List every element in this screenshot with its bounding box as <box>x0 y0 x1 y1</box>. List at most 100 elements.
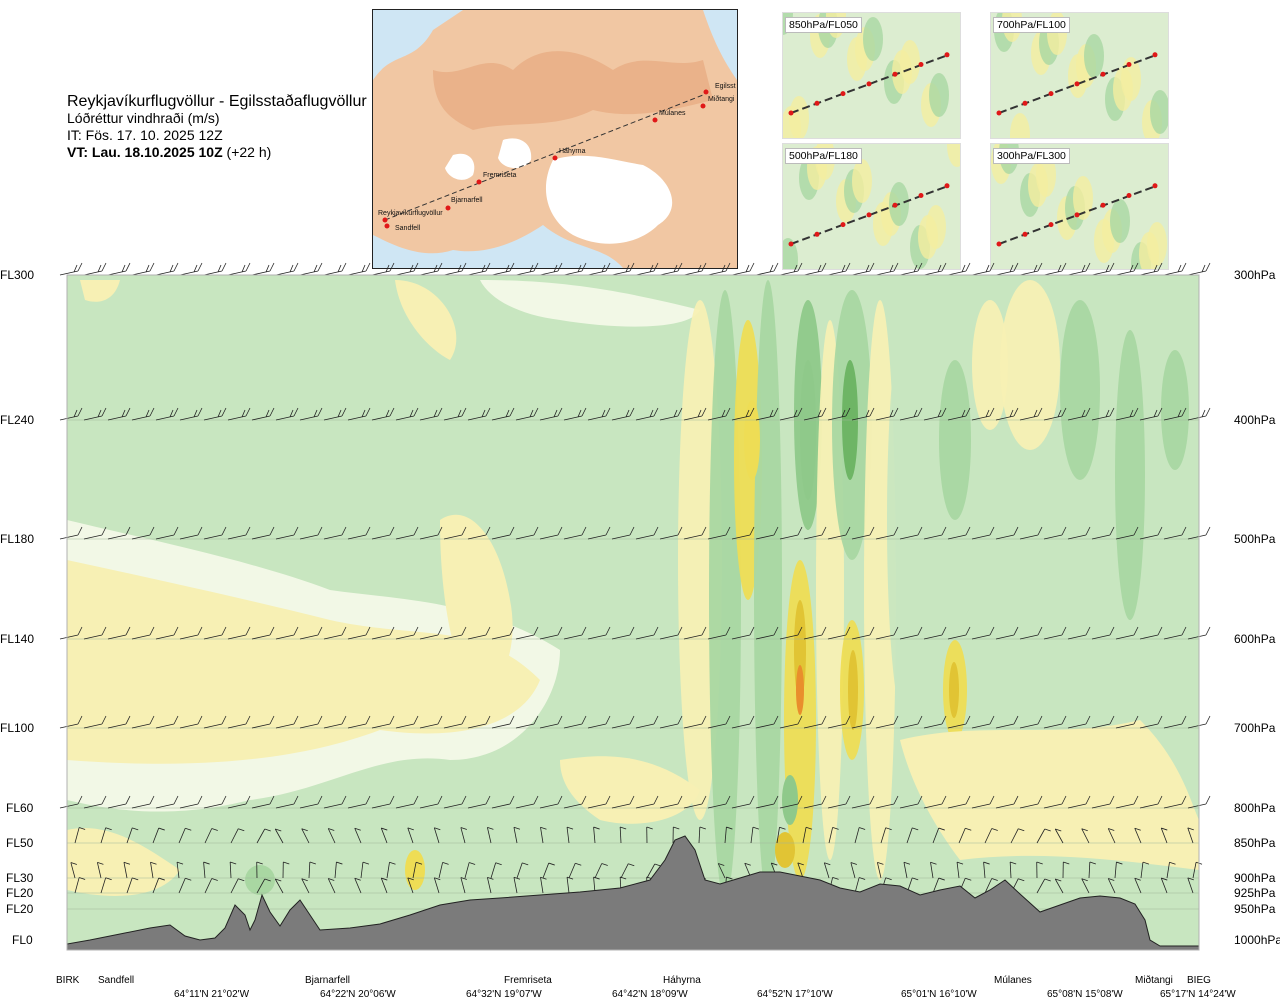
wind-barb <box>299 262 323 276</box>
wind-barb <box>1009 861 1017 879</box>
wind-barb <box>539 795 563 809</box>
wind-barb <box>635 795 659 809</box>
route-map: Reykjavíkurflugvöllur Sandfell Bjarnarfell… <box>372 9 738 269</box>
velocity-cell <box>848 650 858 730</box>
wind-barb <box>797 862 804 879</box>
wind-barb <box>203 262 227 276</box>
wind-barb <box>334 861 343 879</box>
wind-barb <box>107 262 131 276</box>
location-label: BIRK <box>56 975 80 986</box>
wind-barb <box>152 827 165 844</box>
wind-barb <box>755 715 779 729</box>
wind-barb <box>802 826 813 844</box>
wind-barb <box>947 795 971 809</box>
wind-barb <box>1062 861 1070 879</box>
wind-barb <box>227 407 251 421</box>
wind-barb <box>1134 827 1142 844</box>
wind-barb <box>566 826 574 844</box>
wind-barb <box>683 795 707 809</box>
pressure-label: 850hPa <box>1234 836 1276 850</box>
map-route-point: Miðtangi <box>700 95 735 109</box>
wind-barb <box>587 715 611 729</box>
wind-barb <box>540 826 547 844</box>
wind-barb <box>539 526 563 540</box>
wind-barb <box>83 715 107 729</box>
wind-barb <box>593 826 600 844</box>
wind-barb <box>74 877 86 894</box>
wind-barb <box>750 826 760 844</box>
location-label: BIEG <box>1187 975 1211 986</box>
wind-barb <box>827 715 851 729</box>
valid-time: VT: Lau. 18.10.2025 10Z <box>67 144 223 160</box>
wind-barb <box>467 262 491 276</box>
velocity-cell <box>1060 300 1100 480</box>
wind-barb <box>903 861 911 879</box>
wind-barb <box>178 827 192 844</box>
wind-barb <box>274 878 284 894</box>
wind-barb <box>443 526 467 540</box>
wind-barb <box>419 407 443 421</box>
wind-barb <box>542 862 555 879</box>
wind-barb <box>256 878 271 894</box>
map-route-point: Fremriseta <box>476 172 517 185</box>
map-point-label: Miðtangi <box>708 95 735 103</box>
wind-barb <box>515 715 539 729</box>
wind-barb <box>203 626 227 640</box>
wind-barb <box>539 262 563 276</box>
wind-barb <box>611 715 635 729</box>
terrain-profile <box>66 835 1200 951</box>
issue-time: IT: Fös. 17. 10. 2025 12Z <box>67 127 223 143</box>
wind-barb <box>932 827 945 844</box>
wind-barb <box>779 407 803 421</box>
wind-barb <box>1067 526 1091 540</box>
wind-barb <box>851 626 875 640</box>
wind-barb <box>932 877 945 894</box>
wind-barb <box>1139 795 1163 809</box>
velocity-cell <box>1000 280 1060 450</box>
wind-barb <box>1187 262 1211 276</box>
wind-barb <box>1036 828 1051 844</box>
wind-barb <box>275 407 299 421</box>
wind-barb <box>347 626 371 640</box>
wind-barb <box>875 407 899 421</box>
wind-barb <box>176 861 184 879</box>
map-point-label: Sandfell <box>395 225 421 232</box>
map-point-label: Egilsst <box>715 83 736 90</box>
wind-barb <box>971 795 995 809</box>
wind-barb <box>83 407 107 421</box>
coordinate-label: 65°01'N 16°10'W <box>901 989 977 1000</box>
location-label: Bjarnarfell <box>305 975 351 986</box>
wind-barb <box>1187 407 1211 421</box>
wind-barb <box>899 407 923 421</box>
wind-barb <box>1115 715 1139 729</box>
wind-barb <box>1091 262 1115 276</box>
wind-barb <box>275 795 299 809</box>
wind-barb <box>1160 877 1168 894</box>
wind-barb <box>438 862 449 879</box>
map-point-label: Háhyrna <box>559 148 586 155</box>
fl-label: FL50 <box>6 836 34 850</box>
velocity-cell <box>796 665 804 715</box>
wind-barb <box>299 795 323 809</box>
wind-barb <box>947 626 971 640</box>
wind-barb <box>323 715 347 729</box>
wind-barb <box>1139 526 1163 540</box>
wind-barb <box>59 526 83 540</box>
wind-barb <box>347 526 371 540</box>
wind-barb <box>419 526 443 540</box>
wind-barb <box>539 407 563 421</box>
wind-barb <box>803 795 827 809</box>
wind-barb <box>587 795 611 809</box>
wind-barb <box>515 795 539 809</box>
wind-barb <box>635 626 659 640</box>
wind-barb <box>1067 262 1091 276</box>
wind-barb <box>563 795 587 809</box>
velocity-cell <box>949 662 959 718</box>
coordinate-label: 64°52'N 17°10'W <box>757 989 833 1000</box>
wind-barb <box>491 795 515 809</box>
wind-barb <box>179 795 203 809</box>
wind-barb <box>755 626 779 640</box>
wind-barb <box>274 828 284 844</box>
pressure-label: 700hPa <box>1234 721 1276 735</box>
wind-barb <box>659 626 683 640</box>
